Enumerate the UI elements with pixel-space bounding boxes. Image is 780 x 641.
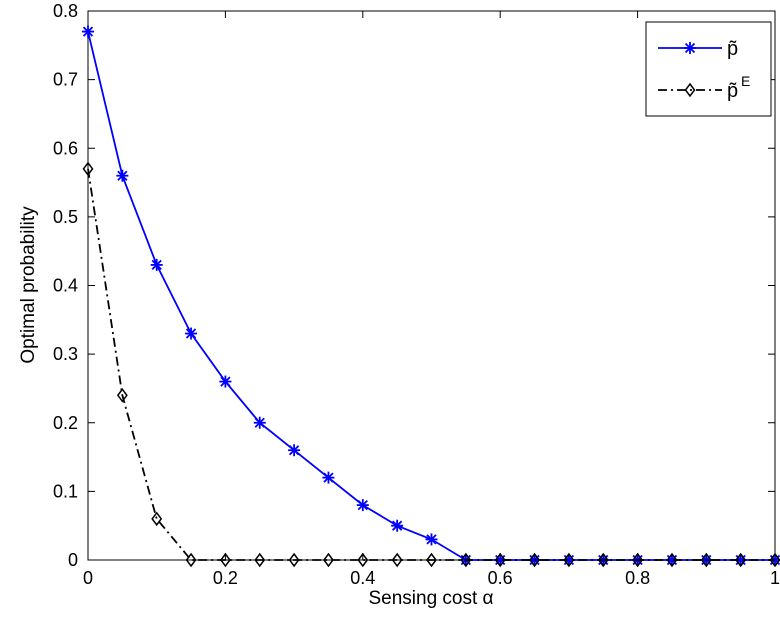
x-tick-label: 0.6 (488, 568, 513, 588)
data-point-diamond (254, 552, 266, 568)
data-point-diamond (288, 552, 300, 568)
legend-label: p̃ (727, 38, 738, 60)
y-tick-label: 0.5 (53, 207, 78, 227)
data-point-diamond (735, 552, 747, 568)
legend: p̃p̃ E (645, 21, 772, 117)
y-tick-label: 0.8 (53, 1, 78, 21)
series-line (87, 168, 775, 561)
y-tick-label: 0 (68, 550, 78, 570)
legend-items: p̃p̃ E (658, 38, 750, 102)
data-point-diamond (391, 552, 403, 568)
series-p-tilde-e (82, 161, 780, 568)
data-point-diamond (185, 552, 197, 568)
data-point-diamond (769, 552, 780, 568)
series-layer (82, 25, 780, 568)
data-point-star (185, 327, 198, 340)
legend-label-superscript: E (741, 73, 750, 89)
y-tick-label: 0.4 (53, 276, 78, 296)
data-point-diamond (460, 552, 472, 568)
legend-entry: p̃ E (658, 73, 750, 102)
data-point-diamond (323, 552, 334, 568)
data-point-diamond (494, 552, 506, 568)
y-axis-ticks: 0 0.1 0.2 0.3 0.4 0.5 0.6 0.7 0.8 (53, 1, 775, 570)
y-tick-label: 0.2 (53, 413, 78, 433)
legend-box (645, 21, 772, 117)
y-tick-label: 0.3 (53, 344, 78, 364)
data-point-star (116, 169, 129, 182)
data-point-star (322, 471, 335, 484)
data-point-diamond (219, 552, 231, 568)
data-point-star (425, 533, 438, 546)
x-axis-label: Sensing cost α (368, 588, 493, 609)
data-point-star (219, 375, 232, 388)
x-tick-label: 0.2 (213, 568, 238, 588)
y-tick-label: 0.6 (53, 138, 78, 158)
x-tick-label: 0.8 (625, 568, 650, 588)
data-point-star (391, 519, 404, 532)
data-point-diamond (597, 552, 609, 568)
data-point-diamond (357, 552, 369, 568)
data-point-diamond (151, 511, 163, 527)
x-axis-ticks: 0 0.2 0.4 0.6 0.8 1 (83, 11, 780, 588)
data-point-diamond (666, 552, 678, 568)
legend-label: p̃ (727, 80, 738, 102)
data-point-diamond (684, 82, 696, 98)
data-point-star (356, 499, 369, 512)
x-tick-label: 0.4 (350, 568, 375, 588)
data-point-star (684, 42, 696, 54)
data-point-star (288, 444, 301, 457)
data-point-diamond (632, 552, 644, 568)
data-point-diamond (700, 552, 712, 568)
data-point-diamond (529, 552, 540, 568)
data-point-diamond (426, 552, 437, 568)
data-point-diamond (563, 552, 575, 568)
x-tick-label: 0 (83, 568, 93, 588)
data-point-diamond (116, 388, 128, 403)
y-axis-label: Optimal probability (18, 206, 39, 364)
data-point-star (82, 25, 94, 38)
x-tick-label: 1 (770, 568, 780, 588)
data-point-diamond (82, 161, 94, 177)
legend-entry: p̃ (658, 38, 738, 60)
data-point-star (150, 258, 163, 271)
y-tick-label: 0.7 (53, 70, 78, 90)
data-point-star (253, 416, 266, 429)
y-tick-label: 0.1 (53, 481, 78, 501)
